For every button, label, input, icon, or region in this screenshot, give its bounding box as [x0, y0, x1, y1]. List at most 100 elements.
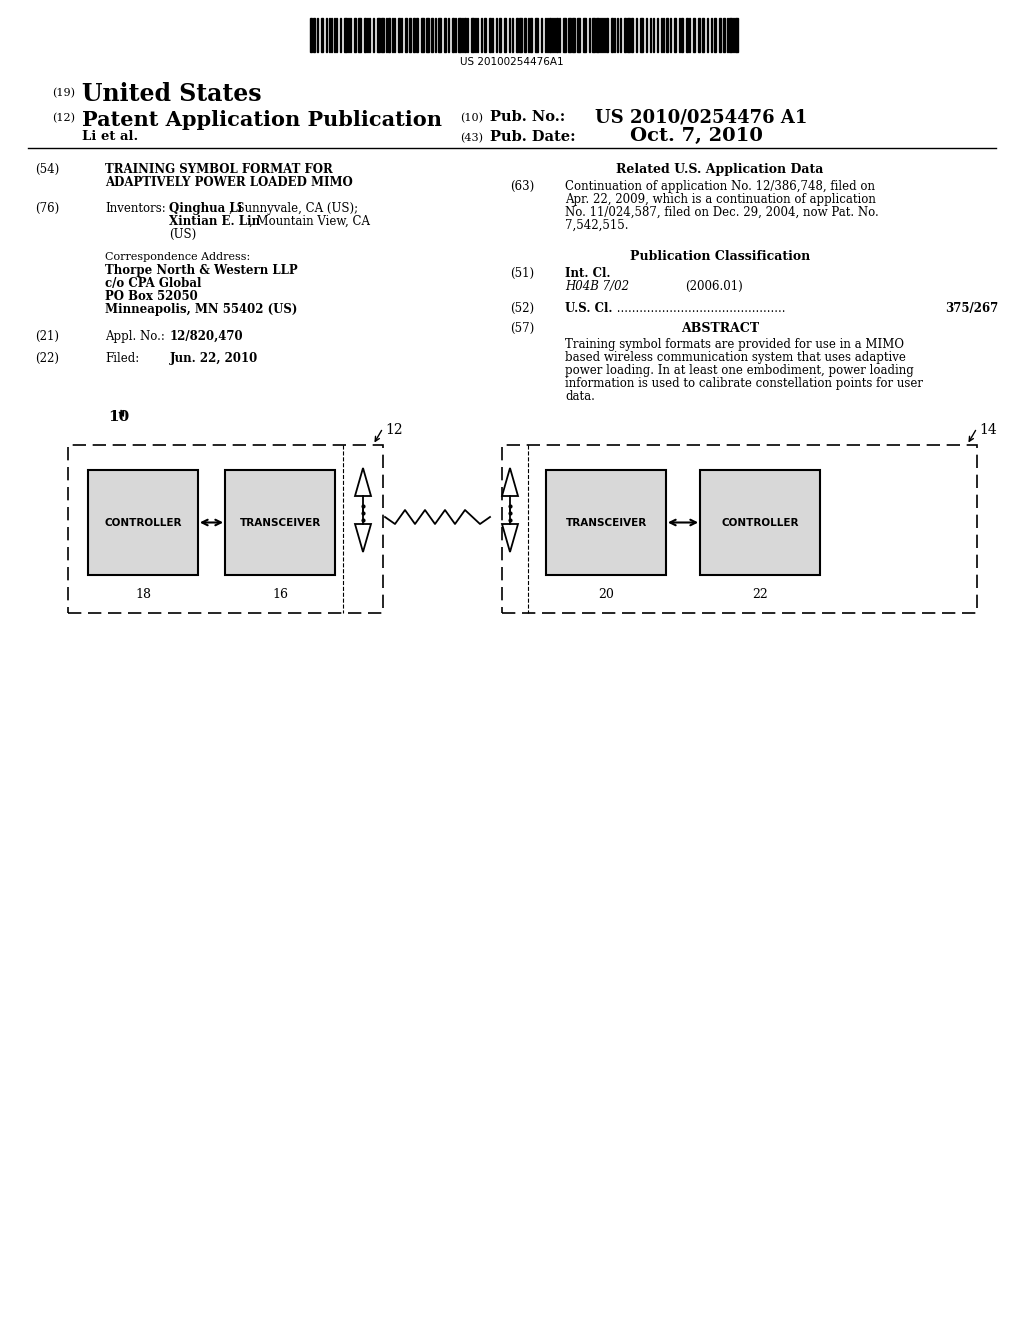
Text: 14: 14	[979, 422, 996, 437]
Bar	[421, 18, 424, 51]
Bar	[426, 18, 429, 51]
Bar	[381, 18, 384, 51]
Bar	[310, 18, 312, 51]
Text: Training symbol formats are provided for use in a MIMO: Training symbol formats are provided for…	[565, 338, 904, 351]
Text: TRANSCEIVER: TRANSCEIVER	[565, 517, 646, 528]
Text: .............................................: ........................................…	[613, 302, 785, 315]
Bar	[519, 18, 522, 51]
Text: (51): (51)	[510, 267, 535, 280]
Bar	[563, 18, 566, 51]
Bar	[516, 18, 518, 51]
Bar	[556, 18, 558, 51]
Bar	[700, 470, 820, 576]
Text: 12/820,470: 12/820,470	[170, 330, 244, 343]
Bar	[444, 18, 446, 51]
Bar	[596, 18, 599, 51]
Text: Appl. No.:: Appl. No.:	[105, 330, 165, 343]
Bar	[358, 18, 361, 51]
Text: Publication Classification: Publication Classification	[630, 249, 810, 263]
Text: 18: 18	[135, 587, 151, 601]
Bar	[723, 18, 725, 51]
Bar	[409, 18, 411, 51]
Text: (63): (63)	[510, 180, 535, 193]
Text: based wireless communication system that uses adaptive: based wireless communication system that…	[565, 351, 906, 364]
Text: (10): (10)	[460, 114, 483, 123]
Bar	[88, 470, 198, 576]
Text: 22: 22	[752, 587, 768, 601]
Text: TRANSCEIVER: TRANSCEIVER	[240, 517, 321, 528]
Bar	[344, 18, 347, 51]
Text: Xintian E. Lin: Xintian E. Lin	[169, 215, 260, 228]
Bar	[681, 18, 683, 51]
Bar	[735, 18, 738, 51]
Bar	[225, 470, 335, 576]
Bar	[693, 18, 695, 51]
Bar	[530, 18, 532, 51]
Bar	[719, 18, 721, 51]
Text: ADAPTIVELY POWER LOADED MIMO: ADAPTIVELY POWER LOADED MIMO	[105, 176, 352, 189]
Bar	[438, 18, 441, 51]
Text: (12): (12)	[52, 114, 75, 123]
Text: US 20100254476A1: US 20100254476A1	[460, 57, 564, 67]
Bar	[377, 18, 380, 51]
Text: (54): (54)	[35, 162, 59, 176]
Text: 10: 10	[108, 411, 129, 424]
Bar	[458, 18, 461, 51]
Text: CONTROLLER: CONTROLLER	[104, 517, 181, 528]
Text: Pub. Date:: Pub. Date:	[490, 129, 575, 144]
Text: (22): (22)	[35, 352, 59, 366]
Bar	[484, 18, 486, 51]
Text: (52): (52)	[510, 302, 535, 315]
Bar	[524, 18, 526, 51]
Text: Qinghua Li: Qinghua Li	[169, 202, 243, 215]
Bar	[592, 18, 595, 51]
Text: (21): (21)	[35, 330, 59, 343]
Text: (57): (57)	[510, 322, 535, 335]
Text: Li et al.: Li et al.	[82, 129, 138, 143]
Text: (US): (US)	[169, 228, 197, 242]
Bar	[729, 18, 732, 51]
Text: Thorpe North & Western LLP: Thorpe North & Western LLP	[105, 264, 298, 277]
Text: Filed:: Filed:	[105, 352, 139, 366]
Bar	[583, 18, 586, 51]
Bar	[546, 470, 666, 576]
Text: US 2010/0254476 A1: US 2010/0254476 A1	[595, 108, 807, 125]
Text: Continuation of application No. 12/386,748, filed on: Continuation of application No. 12/386,7…	[565, 180, 874, 193]
Text: No. 11/024,587, filed on Dec. 29, 2004, now Pat. No.: No. 11/024,587, filed on Dec. 29, 2004, …	[565, 206, 879, 219]
Text: TRAINING SYMBOL FORMAT FOR: TRAINING SYMBOL FORMAT FOR	[105, 162, 333, 176]
Text: Apr. 22, 2009, which is a continuation of application: Apr. 22, 2009, which is a continuation o…	[565, 193, 876, 206]
Bar	[631, 18, 633, 51]
Bar	[413, 18, 415, 51]
Bar	[627, 18, 630, 51]
Bar	[471, 18, 474, 51]
Text: PO Box 52050: PO Box 52050	[105, 290, 198, 304]
Bar	[535, 18, 538, 51]
Text: Int. Cl.: Int. Cl.	[565, 267, 610, 280]
Bar	[489, 18, 490, 51]
Bar	[354, 18, 356, 51]
Bar	[364, 18, 366, 51]
Text: Inventors:: Inventors:	[105, 202, 166, 215]
Bar	[674, 18, 676, 51]
Bar	[577, 18, 580, 51]
Bar	[624, 18, 626, 51]
Text: (2006.01): (2006.01)	[685, 280, 742, 293]
Text: CONTROLLER: CONTROLLER	[721, 517, 799, 528]
Bar	[698, 18, 700, 51]
Text: United States: United States	[82, 82, 261, 106]
Bar	[611, 18, 613, 51]
Bar	[452, 18, 454, 51]
Text: power loading. In at least one embodiment, power loading: power loading. In at least one embodimen…	[565, 364, 913, 378]
Text: (76): (76)	[35, 202, 59, 215]
Bar	[321, 18, 323, 51]
Text: Related U.S. Application Data: Related U.S. Application Data	[616, 162, 823, 176]
Bar	[313, 18, 315, 51]
Text: Jun. 22, 2010: Jun. 22, 2010	[170, 352, 258, 366]
Bar	[686, 18, 688, 51]
Text: information is used to calibrate constellation points for user: information is used to calibrate constel…	[565, 378, 923, 389]
Bar	[549, 18, 551, 51]
Text: (19): (19)	[52, 88, 75, 98]
Bar	[572, 18, 575, 51]
Bar	[666, 18, 668, 51]
Text: (43): (43)	[460, 133, 483, 144]
